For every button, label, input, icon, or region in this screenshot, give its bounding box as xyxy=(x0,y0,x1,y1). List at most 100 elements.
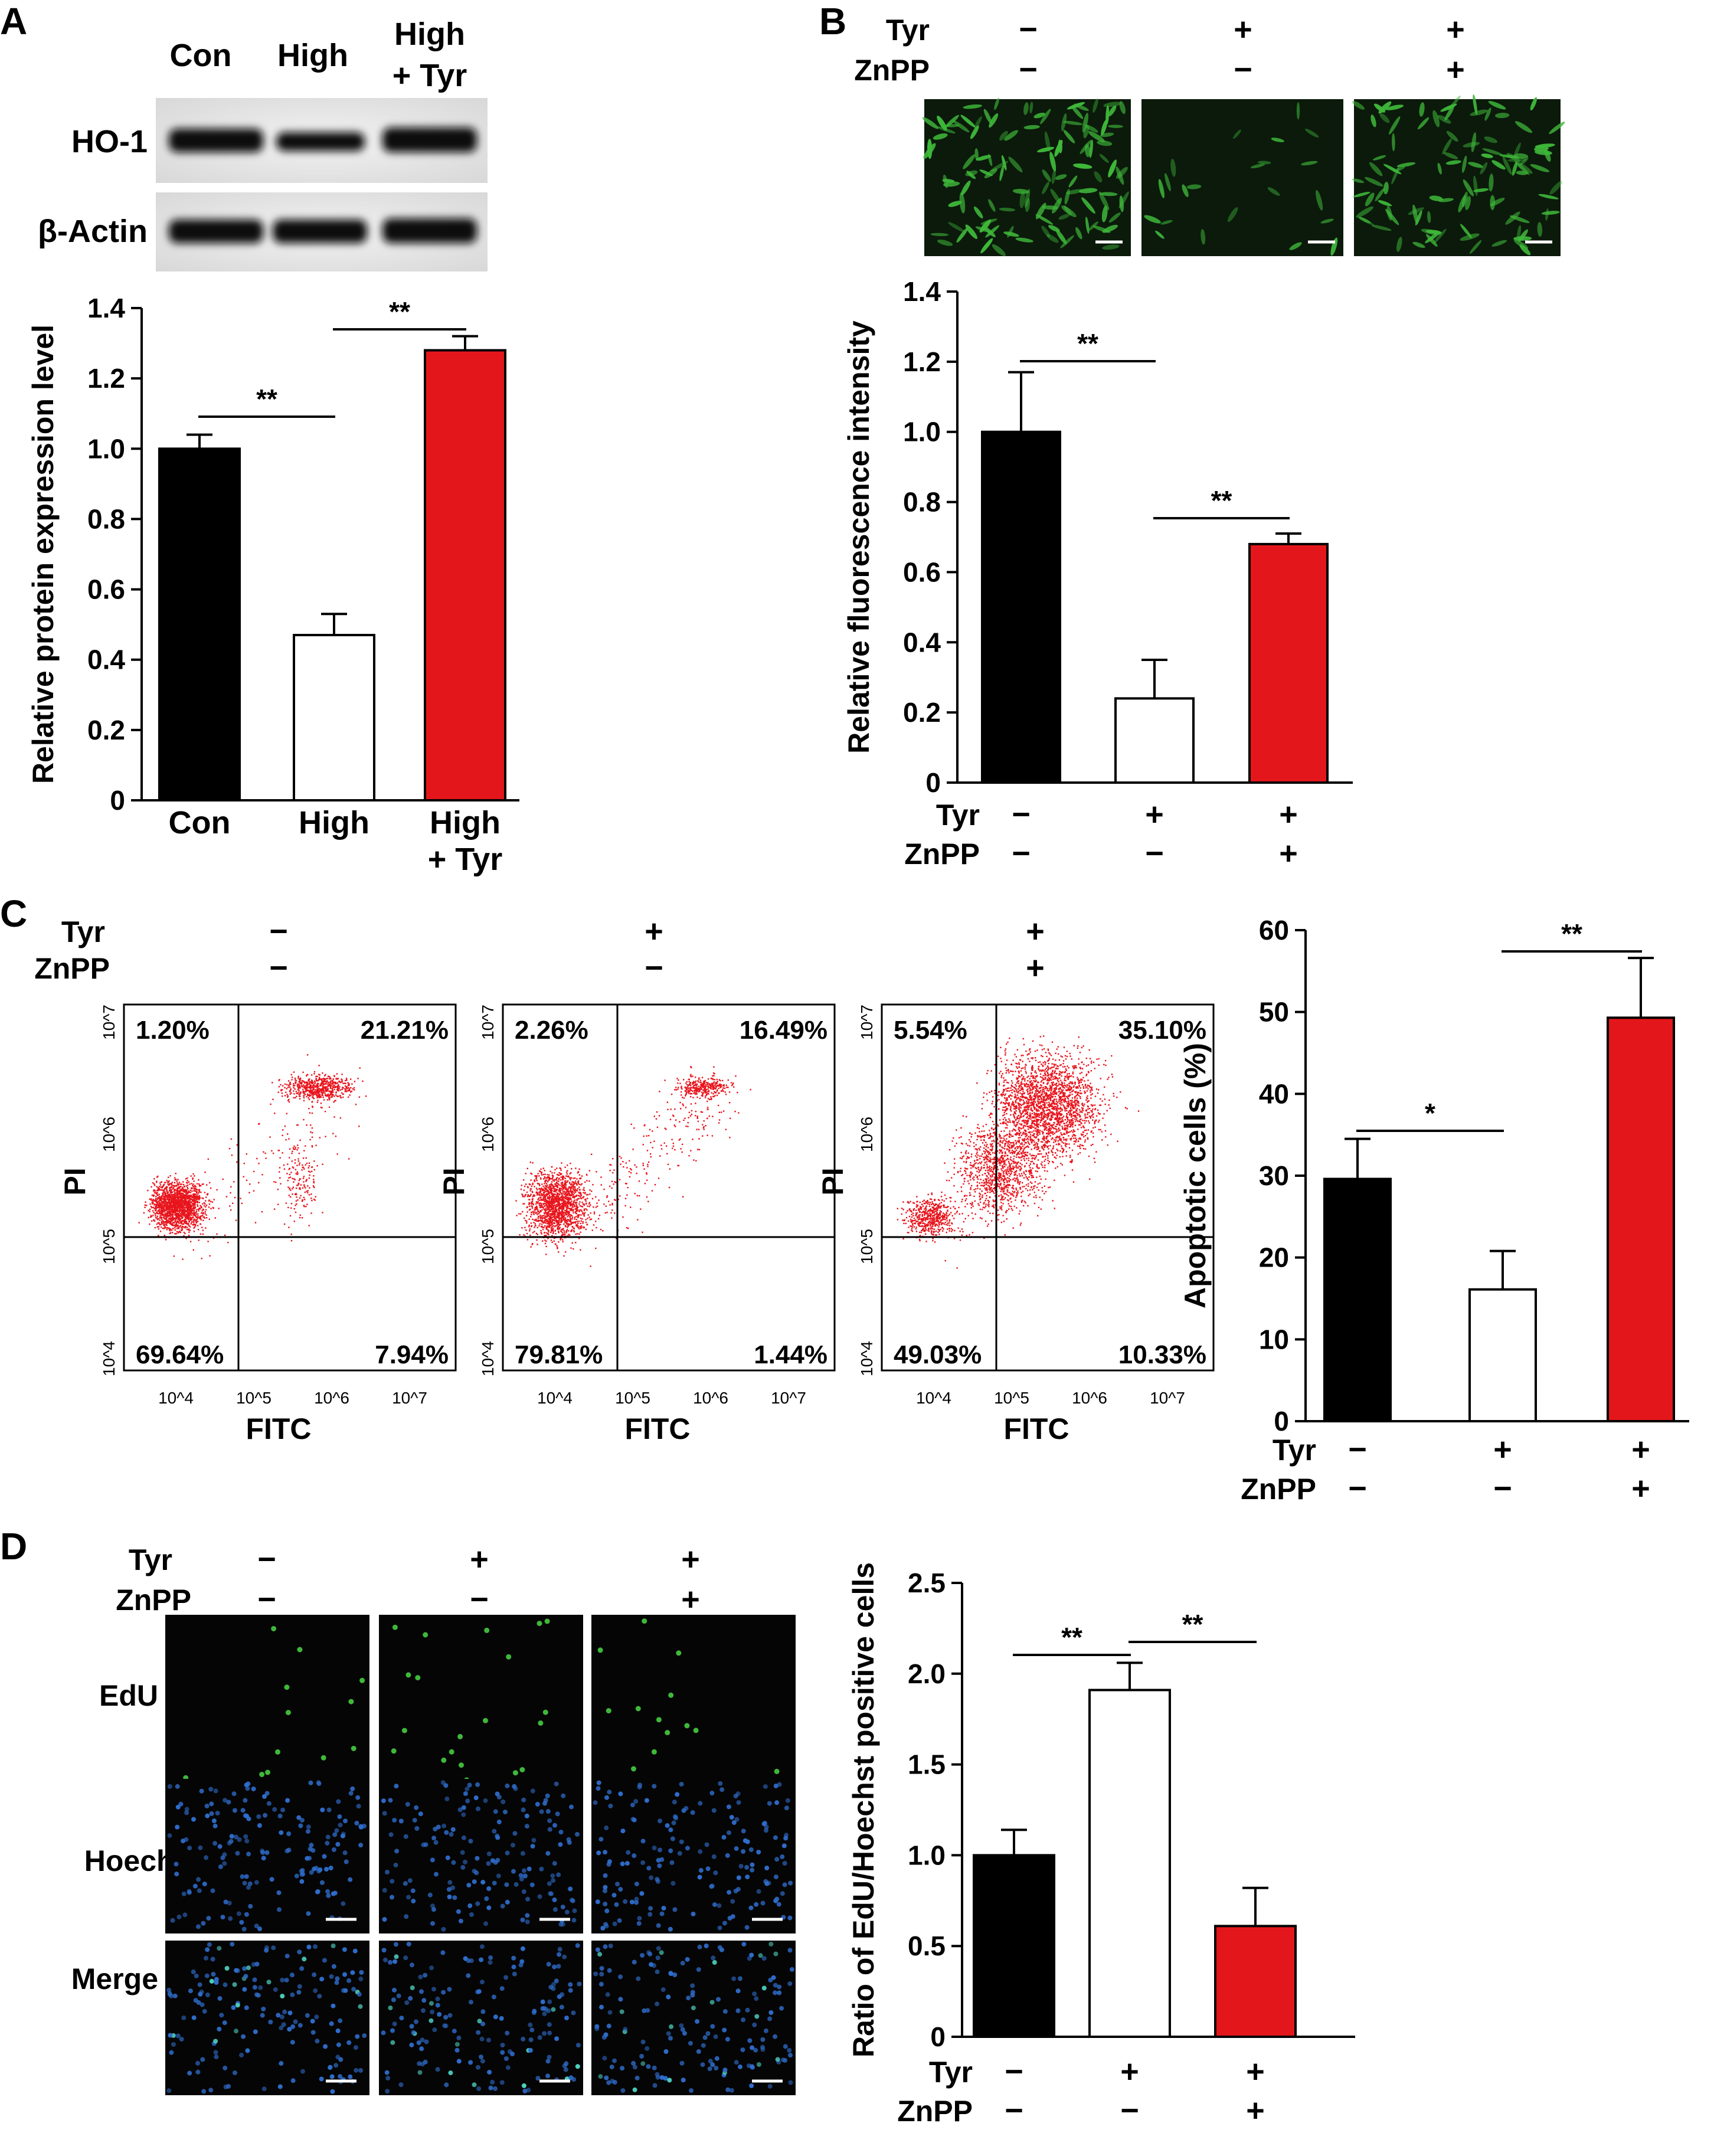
cell xyxy=(1046,234,1059,243)
flow-dot xyxy=(323,1099,325,1101)
flow-dot xyxy=(169,1214,171,1216)
cell xyxy=(1108,212,1121,223)
cell xyxy=(1392,133,1395,152)
flow-dot xyxy=(542,1193,544,1195)
flow-dot xyxy=(162,1190,165,1192)
flow-dot xyxy=(293,1097,295,1099)
flow-dot xyxy=(540,1199,542,1201)
flow-dot xyxy=(558,1203,560,1206)
flow-dot xyxy=(293,1208,295,1210)
flow-dot xyxy=(181,1197,182,1199)
flow-dot xyxy=(156,1223,158,1225)
flow-dot xyxy=(549,1219,552,1221)
flow-dot xyxy=(172,1194,174,1196)
flow-dot xyxy=(179,1186,181,1187)
flow-dot xyxy=(581,1218,583,1220)
flow-dot xyxy=(176,1187,178,1189)
flow-dot xyxy=(172,1196,174,1198)
flow-dot xyxy=(521,1185,522,1186)
flow-dot xyxy=(586,1209,588,1211)
flow-dot xyxy=(185,1182,188,1183)
flow-dot xyxy=(325,1091,327,1092)
flow-dot xyxy=(718,1079,720,1081)
flow-dot xyxy=(289,1167,291,1170)
cell xyxy=(1417,117,1430,130)
flow-dot xyxy=(337,1082,339,1084)
flow-dot xyxy=(179,1189,181,1191)
flow-dot xyxy=(552,1225,554,1226)
flow-dot xyxy=(287,1180,289,1182)
flow-dot xyxy=(175,1202,176,1204)
flow-dot xyxy=(311,1127,313,1129)
flow-y-tick: 10^6 xyxy=(100,1117,118,1152)
flow-dot xyxy=(178,1216,179,1218)
flow-dot xyxy=(564,1180,566,1182)
flow-dot xyxy=(562,1192,564,1194)
flow-dot xyxy=(681,1094,682,1096)
flow-dot xyxy=(163,1189,165,1190)
flow-dot xyxy=(287,1206,289,1209)
flow-dot xyxy=(321,1093,323,1095)
flow-dot xyxy=(176,1202,178,1204)
flow-dot xyxy=(576,1178,578,1180)
flow-dot xyxy=(350,1078,352,1080)
flow-dot xyxy=(551,1209,552,1210)
flow-dot xyxy=(157,1222,159,1224)
flow-dot xyxy=(306,1087,308,1090)
flow-dot xyxy=(168,1180,170,1182)
blot-band xyxy=(382,127,477,152)
flow-dot xyxy=(570,1198,572,1200)
flow-dot xyxy=(336,1082,338,1085)
flow-dot xyxy=(182,1206,184,1208)
flow-dot xyxy=(277,1203,279,1205)
flow-dot xyxy=(323,1084,325,1085)
flow-dot xyxy=(534,1226,535,1228)
flow-dot xyxy=(561,1186,564,1187)
flow-dot xyxy=(538,1194,540,1196)
flow-dot xyxy=(195,1222,197,1224)
cell xyxy=(999,165,1005,182)
flow-dot xyxy=(575,1195,577,1196)
flow-dot xyxy=(159,1231,162,1232)
flow-dot xyxy=(179,1207,181,1209)
flow-dot xyxy=(197,1229,199,1231)
flow-dot xyxy=(554,1225,556,1227)
flow-dot xyxy=(188,1195,191,1196)
flow-dot xyxy=(161,1213,163,1215)
flow-dot xyxy=(328,1097,330,1099)
flow-dot xyxy=(183,1201,185,1203)
flow-dot xyxy=(169,1192,171,1194)
flow-dot xyxy=(202,1233,204,1235)
flow-dot xyxy=(552,1229,554,1231)
flow-dot xyxy=(555,1188,557,1190)
flow-dot xyxy=(583,1189,585,1191)
flow-dot xyxy=(174,1186,175,1187)
flow-dot xyxy=(162,1214,164,1216)
flow-dot xyxy=(543,1208,545,1210)
flow-dot xyxy=(186,1215,188,1218)
flow-dot xyxy=(562,1207,564,1209)
flow-dot xyxy=(201,1197,203,1199)
flow-dot xyxy=(190,1196,192,1198)
y-tick-label: 1.2 xyxy=(903,346,941,377)
flow-dot xyxy=(300,1085,302,1087)
flow-dot xyxy=(545,1240,547,1242)
flow-dot xyxy=(551,1223,553,1226)
flow-dot xyxy=(175,1223,177,1225)
flow-dot xyxy=(578,1192,581,1194)
cell xyxy=(1446,130,1458,142)
flow-dot xyxy=(192,1200,194,1202)
flow-dot xyxy=(555,1219,557,1221)
flow-dot xyxy=(185,1189,188,1191)
flow-dot xyxy=(229,1205,231,1207)
flow-dot xyxy=(546,1200,548,1202)
flow-dot xyxy=(181,1203,183,1205)
flow-dot xyxy=(163,1182,166,1183)
flow-dot xyxy=(547,1205,549,1207)
flow-dot xyxy=(182,1212,184,1215)
flow-dot xyxy=(578,1228,580,1230)
flow-dot xyxy=(568,1186,571,1188)
flow-dot xyxy=(566,1201,568,1203)
flow-dot xyxy=(551,1200,553,1202)
flow-dot xyxy=(539,1214,541,1216)
